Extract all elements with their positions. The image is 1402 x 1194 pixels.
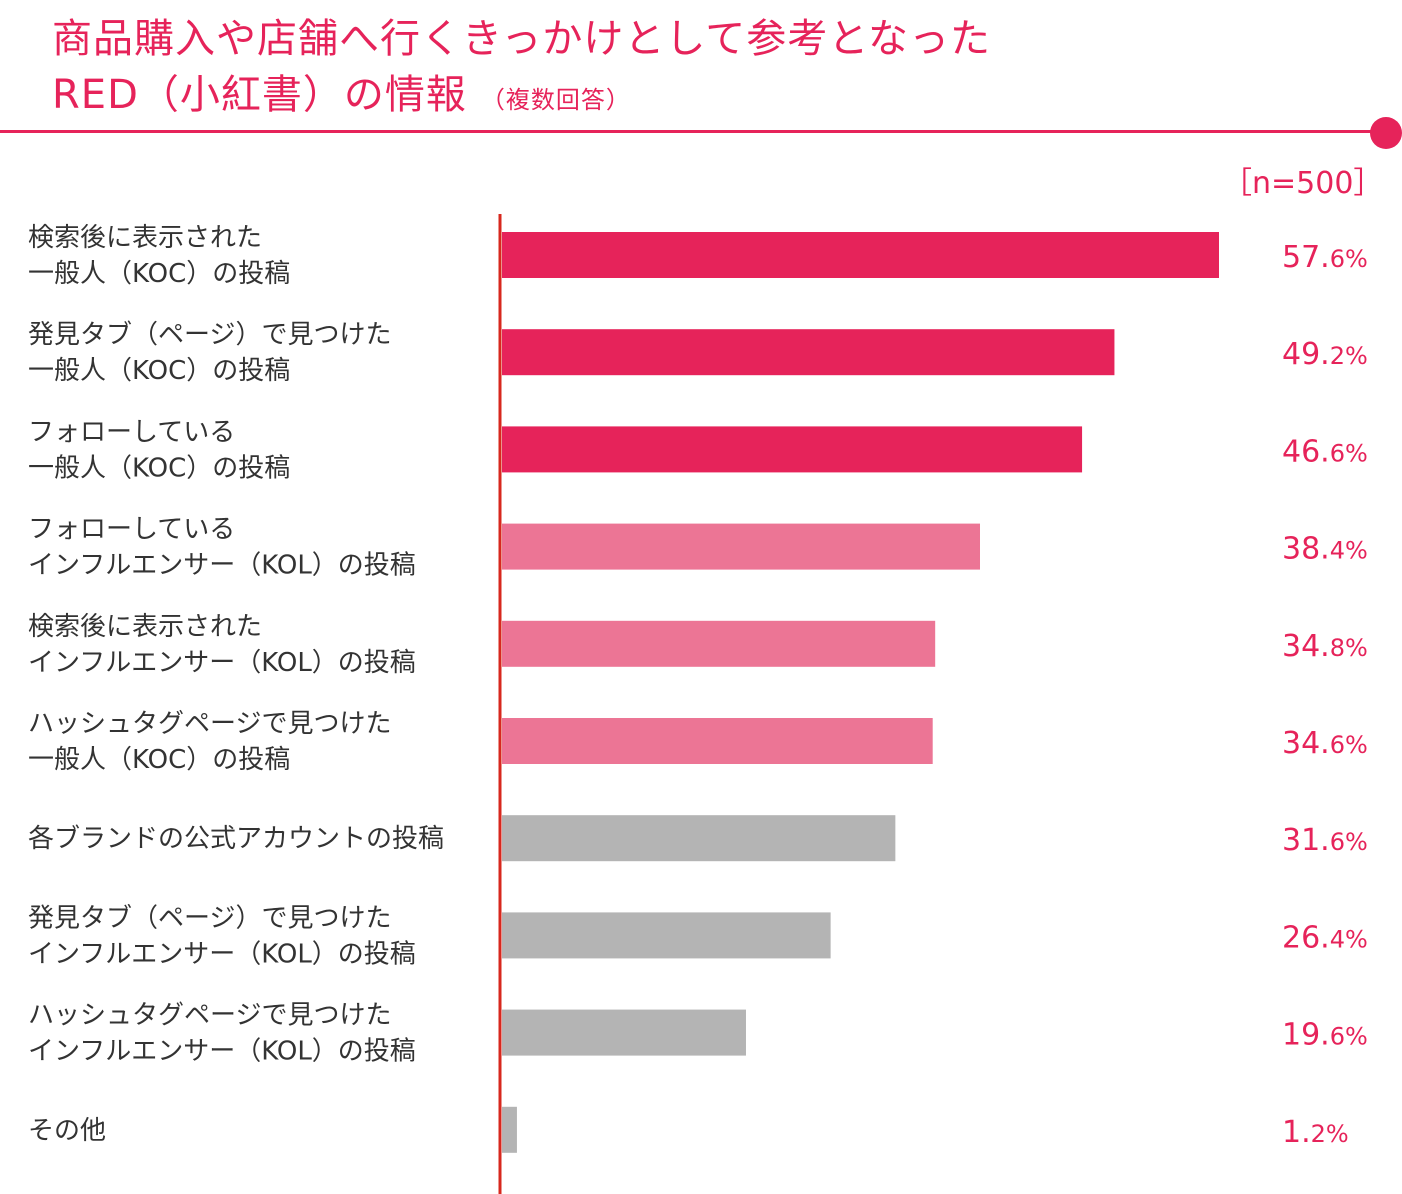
value-label-decimal: 6% xyxy=(1330,1023,1368,1051)
bar-1 xyxy=(502,232,1219,278)
chart-title: 商品購入や店舗へ行くきっかけとして参考となった xyxy=(52,16,991,62)
category-label-4: フォローしているインフルエンサー（KOL）の投稿 xyxy=(28,515,416,581)
category-label-line: インフルエンサー（KOL）の投稿 xyxy=(28,648,416,678)
value-label-integer: 34. xyxy=(1282,726,1330,761)
category-label-2: 発見タブ（ページ）で見つけた一般人（KOC）の投稿 xyxy=(28,320,391,386)
value-label-decimal: 6% xyxy=(1330,731,1368,759)
value-label-decimal: 2% xyxy=(1311,1120,1349,1148)
value-label-decimal: 6% xyxy=(1330,828,1368,856)
value-label-decimal: 4% xyxy=(1330,537,1368,565)
value-label-integer: 49. xyxy=(1282,337,1330,372)
category-label-6: ハッシュタグページで見つけた一般人（KOC）の投稿 xyxy=(28,709,391,775)
chart-title-line2: RED（小紅書）の情報 （複数回答） xyxy=(52,62,631,120)
header-divider-dot xyxy=(1370,117,1402,149)
value-label-decimal: 6% xyxy=(1330,245,1368,273)
category-label-line: インフルエンサー（KOL）の投稿 xyxy=(28,551,416,581)
value-label-8: 26.4% xyxy=(1282,920,1368,955)
category-label-3: フォローしている一般人（KOC）の投稿 xyxy=(28,417,290,483)
bar-4 xyxy=(502,523,980,570)
value-label-4: 38.4% xyxy=(1282,532,1368,567)
value-label-decimal: 6% xyxy=(1330,439,1368,467)
value-label-5: 34.8% xyxy=(1282,629,1368,664)
bar-10 xyxy=(502,1106,517,1153)
chart-title-main: RED（小紅書）の情報 xyxy=(52,72,467,118)
category-label-line: 一般人（KOC）の投稿 xyxy=(28,745,290,775)
category-label-8: 発見タブ（ページ）で見つけたインフルエンサー（KOL）の投稿 xyxy=(28,903,416,969)
category-label-1: 検索後に表示された一般人（KOC）の投稿 xyxy=(28,223,290,289)
value-label-9: 19.6% xyxy=(1282,1018,1368,1053)
sample-size: ［n=500］ xyxy=(1222,166,1384,201)
category-label-9: ハッシュタグページで見つけたインフルエンサー（KOL）の投稿 xyxy=(28,1001,416,1067)
value-label-2: 49.2% xyxy=(1282,337,1368,372)
value-label-integer: 31. xyxy=(1282,823,1330,858)
category-label-line: ハッシュタグページで見つけた xyxy=(28,709,391,739)
value-label-integer: 38. xyxy=(1282,532,1330,567)
bar-5 xyxy=(502,620,936,667)
value-label-3: 46.6% xyxy=(1282,434,1368,469)
category-label-line: フォローしている xyxy=(28,417,235,447)
category-label-line: 一般人（KOC）の投稿 xyxy=(28,453,290,483)
value-label-1: 57.6% xyxy=(1282,240,1368,275)
category-label-line: 一般人（KOC）の投稿 xyxy=(28,356,290,386)
header-divider xyxy=(0,130,1386,133)
value-label-integer: 34. xyxy=(1282,629,1330,664)
value-label-decimal: 2% xyxy=(1330,342,1368,370)
multiple-answer-note: （複数回答） xyxy=(480,86,631,114)
bar-8 xyxy=(502,912,831,959)
category-label-line: ハッシュタグページで見つけた xyxy=(28,1001,391,1031)
value-label-decimal: 8% xyxy=(1330,634,1368,662)
category-label-line: インフルエンサー（KOL）の投稿 xyxy=(28,1037,416,1067)
value-label-7: 31.6% xyxy=(1282,823,1368,858)
value-label-decimal: 4% xyxy=(1330,925,1368,953)
value-label-integer: 46. xyxy=(1282,434,1330,469)
value-label-10: 1.2% xyxy=(1282,1115,1349,1150)
category-label-5: 検索後に表示されたインフルエンサー（KOL）の投稿 xyxy=(28,612,416,678)
value-label-integer: 19. xyxy=(1282,1018,1330,1053)
category-label-7: 各ブランドの公式アカウントの投稿 xyxy=(28,824,444,854)
category-label-line: 検索後に表示された xyxy=(28,612,262,642)
category-label-line: 発見タブ（ページ）で見つけた xyxy=(28,320,391,350)
category-label-line: その他 xyxy=(28,1116,106,1146)
category-label-line: フォローしている xyxy=(28,515,235,545)
value-label-integer: 26. xyxy=(1282,920,1330,955)
category-label-line: 検索後に表示された xyxy=(28,223,262,253)
bar-9 xyxy=(502,1009,746,1056)
bar-6 xyxy=(502,718,933,764)
bar-7 xyxy=(502,815,896,862)
value-label-6: 34.6% xyxy=(1282,726,1368,761)
bar-3 xyxy=(502,426,1083,473)
category-label-line: 一般人（KOC）の投稿 xyxy=(28,259,290,289)
value-label-integer: 1. xyxy=(1282,1115,1311,1150)
category-label-line: 各ブランドの公式アカウントの投稿 xyxy=(28,824,444,854)
category-label-line: 発見タブ（ページ）で見つけた xyxy=(28,903,391,933)
category-label-line: インフルエンサー（KOL）の投稿 xyxy=(28,939,416,969)
bar-2 xyxy=(502,329,1115,376)
category-label-10: その他 xyxy=(28,1116,106,1146)
value-label-integer: 57. xyxy=(1282,240,1330,275)
